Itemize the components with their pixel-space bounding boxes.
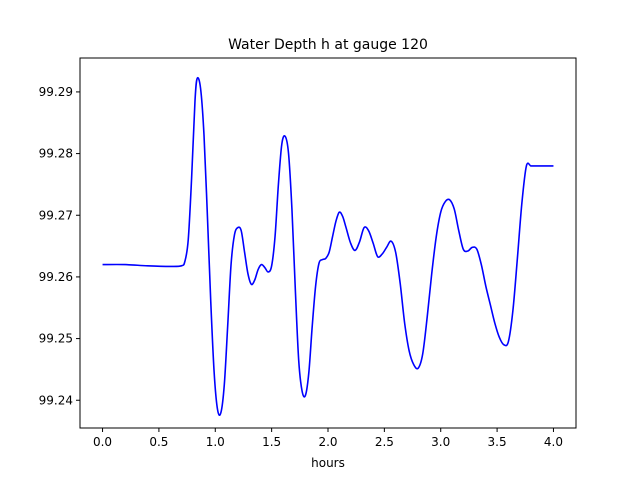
x-tick-label: 2.5 <box>375 435 394 449</box>
y-tick-label: 99.25 <box>39 332 73 346</box>
x-tick-label: 4.0 <box>544 435 563 449</box>
x-tick-label: 0.5 <box>149 435 168 449</box>
x-axis-label: hours <box>311 456 345 470</box>
y-tick-label: 99.26 <box>39 270 73 284</box>
chart-title: Water Depth h at gauge 120 <box>228 37 428 53</box>
x-tick-label: 1.5 <box>262 435 281 449</box>
y-tick-label: 99.24 <box>39 393 73 407</box>
y-tick-label: 99.29 <box>39 85 73 99</box>
plot-frame <box>79 57 577 429</box>
x-tick-label: 1.0 <box>206 435 225 449</box>
x-tick-label: 0.0 <box>93 435 112 449</box>
x-tick-label: 3.0 <box>431 435 450 449</box>
y-tick-label: 99.27 <box>39 208 73 222</box>
water-depth-line <box>102 76 554 416</box>
x-axis-ticks: 0.0 0.5 1.0 1.5 2.0 2.5 3.0 3.5 4.0 <box>93 428 563 449</box>
y-axis-ticks: 99.24 99.25 99.26 99.27 99.28 99.29 <box>39 85 80 407</box>
x-tick-label: 2.0 <box>318 435 337 449</box>
x-tick-label: 3.5 <box>488 435 507 449</box>
y-tick-label: 99.28 <box>39 147 73 161</box>
